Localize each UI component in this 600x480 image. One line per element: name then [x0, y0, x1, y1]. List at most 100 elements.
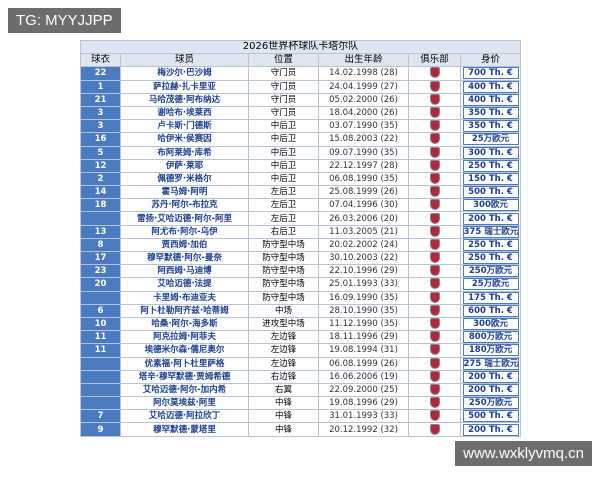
shirt-number: 7	[80, 409, 121, 424]
player-row: 13 阿尤布·阿尔-乌伊 右后卫 11.03.2005 (21) 375 瑞士欧元	[80, 224, 522, 239]
position: 左后卫	[248, 198, 319, 213]
birth-age: 06.08.1990 (35)	[318, 171, 409, 187]
club	[408, 119, 461, 134]
birth-age: 11.12.1990 (35)	[318, 316, 409, 332]
value-box: 500 Th. €	[462, 186, 519, 198]
club	[408, 145, 461, 160]
club	[408, 277, 461, 292]
birth-age: 28.10.1990 (35)	[318, 303, 409, 318]
shirt-number	[80, 382, 121, 398]
player-row: 10 哈桑·阿尔-海多斯 进攻型中场 11.12.1990 (35) 300欧元	[80, 316, 522, 332]
club-crest	[429, 212, 440, 224]
player-name: 穆罕默德·蒙塔里	[120, 422, 249, 437]
market-value: 200 Th. €	[459, 211, 522, 226]
market-value: 300欧元	[459, 198, 522, 213]
position: 中场	[248, 303, 319, 318]
club-crest	[429, 81, 440, 92]
birth-age: 18.11.1996 (29)	[318, 330, 409, 345]
position: 中锋	[248, 409, 319, 424]
position: 左边锋	[248, 330, 319, 345]
market-value: 500 Th. €	[459, 409, 522, 424]
birth-age: 22.12.1997 (28)	[318, 158, 409, 173]
club-crest	[429, 226, 440, 237]
player-row: 11 埃德米尔森·儒尼奥尔 左边锋 19.08.1994 (31) 180万欧元	[80, 343, 522, 358]
birth-age: 20.12.1992 (32)	[318, 422, 409, 437]
shirt-number: 5	[80, 145, 121, 160]
shirt-number: 3	[80, 119, 121, 134]
player-name: 卡里姆·布迪亚夫	[120, 290, 249, 305]
club-crest	[429, 358, 440, 369]
club	[408, 343, 461, 358]
squad-table: 2026世界杯球队卡塔尔队 球衣 球员 位置 出生年龄 俱乐部 身价 22 梅沙尔·巴沙姆守…	[79, 39, 522, 437]
market-value: 25万欧元	[459, 277, 522, 292]
birth-age: 19.08.1994 (31)	[318, 343, 409, 358]
player-row: 9 穆罕默德·蒙塔里 中锋 20.12.1992 (32) 200 Th. €	[80, 422, 522, 437]
player-name: 艾哈迈德·阿拉欣丁	[120, 409, 249, 424]
club-crest	[429, 120, 440, 132]
position: 右后卫	[248, 224, 319, 239]
market-value: 250 Th. €	[459, 237, 522, 253]
player-name: 贾西姆·加伯	[120, 237, 249, 253]
value-box: 700 Th. €	[462, 67, 519, 80]
player-name: 阿尔莫埃兹·阿里	[120, 396, 249, 411]
player-name: 萨拉赫·扎卡里亚	[120, 79, 249, 94]
birth-age: 07.04.1996 (30)	[318, 198, 409, 213]
player-row: 艾哈迈德·阿尔-加内希 右翼 22.09.2000 (25) 200 Th. €	[80, 382, 522, 398]
player-name: 埃德米尔森·儒尼奥尔	[120, 343, 249, 358]
player-row: 22 梅沙尔·巴沙姆 守门员 14.02.1998 (28) 700 Th. €	[80, 66, 522, 81]
value-box: 200 Th. €	[462, 212, 519, 225]
shirt-number	[80, 396, 121, 411]
market-value: 250万欧元	[459, 396, 522, 411]
market-value: 800万欧元	[459, 330, 522, 345]
player-row: 雷扬·艾哈迈德·阿尔-阿里 左后卫 26.03.2006 (20) 200 Th. €	[80, 211, 522, 226]
value-box: 800万欧元	[462, 331, 519, 343]
club-crest	[429, 331, 440, 343]
player-name: 塔辛·穆罕默德·贾姆希德	[120, 369, 249, 384]
market-value: 200 Th. €	[459, 422, 522, 437]
column-header: 出生年龄	[318, 53, 409, 68]
shirt-number	[80, 211, 121, 226]
value-box: 200 Th. €	[462, 371, 519, 383]
player-name: 阿克拉姆·阿菲夫	[120, 330, 249, 345]
shirt-number	[80, 290, 121, 305]
position: 左边锋	[248, 343, 319, 358]
club	[408, 369, 461, 384]
club	[408, 290, 461, 305]
market-value: 350 Th. €	[459, 105, 522, 121]
player-row: 1 萨拉赫·扎卡里亚 守门员 24.04.1999 (27) 400 Th. €	[80, 79, 522, 94]
position: 进攻型中场	[248, 316, 319, 332]
club	[408, 316, 461, 332]
shirt-number: 11	[80, 343, 121, 358]
position: 中锋	[248, 396, 319, 411]
club-crest	[429, 292, 440, 303]
position: 中后卫	[248, 132, 319, 147]
shirt-number: 16	[80, 132, 121, 147]
club	[408, 171, 461, 187]
position: 防守型中场	[248, 237, 319, 253]
player-row: 3 谢哈布·埃莱西 守门员 18.04.2000 (26) 350 Th. €	[80, 105, 522, 121]
club	[408, 250, 461, 266]
club	[408, 185, 461, 200]
player-row: 16 哈伊米·侯赛因 中后卫 15.08.2003 (22) 25万欧元	[80, 132, 522, 147]
club	[408, 237, 461, 253]
player-row: 8 贾西姆·加伯 防守型中场 20.02.2002 (24) 250 Th. €	[80, 237, 522, 253]
birth-age: 30.10.2003 (22)	[318, 250, 409, 266]
position: 守门员	[248, 79, 319, 94]
player-row: 3 卢卡斯·门德斯 中后卫 03.07.1990 (35) 350 Th. €	[80, 119, 522, 134]
market-value: 400 Th. €	[459, 79, 522, 94]
club	[408, 382, 461, 398]
birth-age: 26.03.2006 (20)	[318, 211, 409, 226]
club-crest	[429, 133, 440, 145]
market-value: 375 瑞士欧元	[459, 224, 522, 239]
club-crest	[429, 371, 440, 382]
market-value: 350 Th. €	[459, 119, 522, 134]
value-box: 250万欧元	[462, 265, 519, 277]
shirt-number: 1	[80, 79, 121, 94]
shirt-number: 10	[80, 316, 121, 332]
value-box: 300 Th. €	[462, 147, 519, 159]
market-value: 180万欧元	[459, 343, 522, 358]
birth-age: 16.09.1990 (35)	[318, 290, 409, 305]
position: 右翼	[248, 382, 319, 398]
position: 左后卫	[248, 211, 319, 226]
player-name: 穆罕默德·阿尔-曼奈	[120, 250, 249, 266]
